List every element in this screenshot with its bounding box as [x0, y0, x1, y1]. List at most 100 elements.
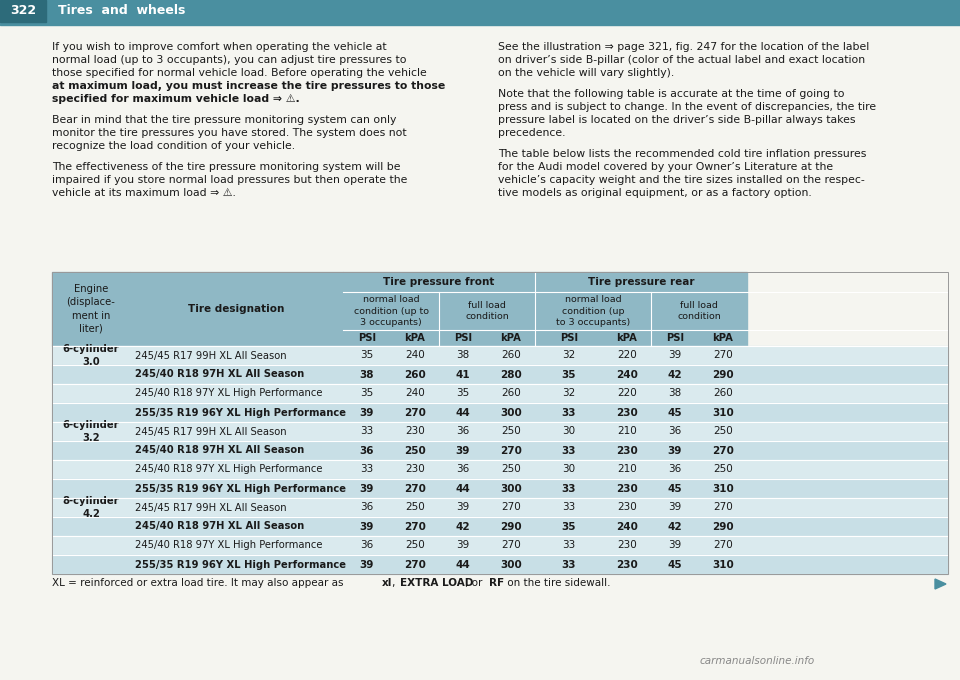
Text: 250: 250 [713, 426, 732, 437]
Text: 255/35 R19 96Y XL High Performance: 255/35 R19 96Y XL High Performance [135, 407, 346, 418]
Text: 42: 42 [668, 522, 683, 532]
Text: 230: 230 [616, 445, 637, 456]
Text: 240: 240 [405, 350, 425, 360]
Text: 33: 33 [563, 541, 576, 551]
Text: 230: 230 [405, 426, 425, 437]
Text: vehicle’s capacity weight and the tire sizes installed on the respec-: vehicle’s capacity weight and the tire s… [498, 175, 865, 185]
Text: 245/40 R18 97Y XL High Performance: 245/40 R18 97Y XL High Performance [135, 388, 323, 398]
Text: 33: 33 [562, 407, 576, 418]
Text: 36: 36 [456, 464, 469, 475]
Text: 33: 33 [562, 560, 576, 570]
Text: vehicle at its maximum load ⇒ ⚠.: vehicle at its maximum load ⇒ ⚠. [52, 188, 236, 198]
Text: 220: 220 [617, 350, 636, 360]
Bar [343, 272, 535, 292]
Text: 300: 300 [500, 407, 522, 418]
Text: 8-cylinder
4.2: 8-cylinder 4.2 [62, 496, 119, 519]
Text: 36: 36 [360, 445, 374, 456]
Text: , or: , or [465, 578, 486, 588]
Bar [52, 384, 948, 403]
Text: EXTRA LOAD: EXTRA LOAD [400, 578, 473, 588]
Text: 245/45 R17 99H XL All Season: 245/45 R17 99H XL All Season [135, 350, 287, 360]
Text: 33: 33 [360, 426, 373, 437]
Bar [487, 330, 535, 346]
Text: 39: 39 [360, 522, 374, 532]
Text: 30: 30 [563, 464, 576, 475]
Bar [343, 330, 391, 346]
Text: 36: 36 [360, 541, 373, 551]
Bar [52, 365, 948, 384]
Text: 39: 39 [360, 483, 374, 494]
Text: 45: 45 [668, 483, 683, 494]
Bar [535, 292, 603, 330]
Text: Tire pressure rear: Tire pressure rear [588, 277, 694, 287]
Text: kPA: kPA [712, 333, 733, 343]
Bar [699, 330, 747, 346]
Text: 33: 33 [562, 483, 576, 494]
Text: 245/40 R18 97Y XL High Performance: 245/40 R18 97Y XL High Performance [135, 541, 323, 551]
Text: 35: 35 [562, 522, 576, 532]
Text: 310: 310 [712, 560, 733, 570]
Bar [52, 346, 948, 365]
Bar [439, 292, 487, 330]
Text: 255/35 R19 96Y XL High Performance: 255/35 R19 96Y XL High Performance [135, 483, 346, 494]
Bar [52, 272, 130, 346]
Text: 33: 33 [563, 503, 576, 513]
Text: 260: 260 [404, 369, 426, 379]
Text: 250: 250 [405, 541, 425, 551]
Text: See the illustration ⇒ page 321, fig. 247 for the location of the label: See the illustration ⇒ page 321, fig. 24… [498, 42, 869, 52]
Bar [535, 330, 603, 346]
Text: 41: 41 [456, 369, 470, 379]
Text: 210: 210 [617, 464, 636, 475]
Text: 230: 230 [617, 503, 636, 513]
Text: xl: xl [382, 578, 393, 588]
Text: 260: 260 [501, 350, 521, 360]
Text: 270: 270 [404, 407, 426, 418]
Text: Tire pressure front: Tire pressure front [383, 277, 494, 287]
Text: 42: 42 [668, 369, 683, 379]
Text: 250: 250 [405, 503, 425, 513]
Text: 36: 36 [360, 503, 373, 513]
Text: If you wish to improve comfort when operating the vehicle at: If you wish to improve comfort when oper… [52, 42, 387, 52]
Text: full load
condition: full load condition [677, 301, 721, 321]
Text: tive models as original equipment, or as a factory option.: tive models as original equipment, or as… [498, 188, 812, 198]
Text: 270: 270 [404, 522, 426, 532]
Text: 255/35 R19 96Y XL High Performance: 255/35 R19 96Y XL High Performance [135, 560, 346, 570]
Text: 270: 270 [501, 503, 521, 513]
Text: 250: 250 [404, 445, 426, 456]
Text: 300: 300 [500, 483, 522, 494]
Text: 250: 250 [501, 464, 521, 475]
Text: specified for maximum vehicle load ⇒ ⚠.: specified for maximum vehicle load ⇒ ⚠. [52, 94, 300, 104]
Bar [52, 498, 948, 517]
Text: carmanualsonline.info: carmanualsonline.info [700, 656, 815, 666]
Text: Tire designation: Tire designation [188, 304, 285, 314]
Text: 38: 38 [668, 388, 682, 398]
Text: PSI: PSI [560, 333, 578, 343]
Text: 210: 210 [617, 426, 636, 437]
Bar [343, 292, 391, 330]
Text: 300: 300 [500, 560, 522, 570]
Text: 260: 260 [501, 388, 521, 398]
Bar [0, 0, 960, 22]
Text: 35: 35 [360, 388, 373, 398]
Bar [535, 272, 747, 292]
Polygon shape [935, 579, 946, 589]
Text: 230: 230 [616, 483, 637, 494]
Text: 270: 270 [712, 445, 734, 456]
Text: RF: RF [489, 578, 504, 588]
Text: 36: 36 [456, 426, 469, 437]
Text: 35: 35 [360, 350, 373, 360]
Text: ,: , [392, 578, 398, 588]
Text: precedence.: precedence. [498, 128, 565, 138]
Text: 42: 42 [456, 522, 470, 532]
Text: The table below lists the recommended cold tire inflation pressures: The table below lists the recommended co… [498, 149, 866, 159]
Text: 270: 270 [713, 350, 732, 360]
Text: PSI: PSI [666, 333, 684, 343]
Text: impaired if you store normal load pressures but then operate the: impaired if you store normal load pressu… [52, 175, 407, 185]
Text: 290: 290 [712, 369, 733, 379]
Text: 33: 33 [360, 464, 373, 475]
Text: XL = reinforced or extra load tire. It may also appear as: XL = reinforced or extra load tire. It m… [52, 578, 347, 588]
Text: 245/45 R17 99H XL All Season: 245/45 R17 99H XL All Season [135, 503, 287, 513]
Text: Engine
(displace-
ment in
liter): Engine (displace- ment in liter) [66, 284, 115, 334]
Text: normal load
condition (up
to 3 occupants): normal load condition (up to 3 occupants… [556, 295, 630, 327]
Text: PSI: PSI [358, 333, 376, 343]
